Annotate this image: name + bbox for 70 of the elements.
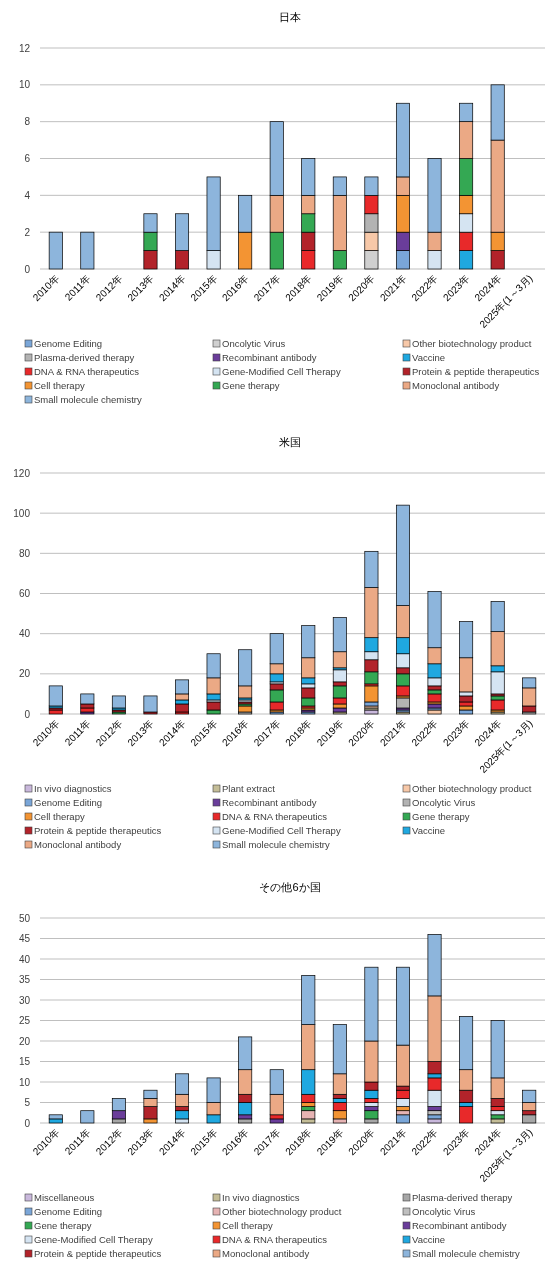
y-tick-label: 2 bbox=[24, 226, 31, 238]
y-tick-label: 0 bbox=[24, 1117, 31, 1129]
legend-label: Other biotechnology product bbox=[222, 1206, 342, 1217]
legend-label: Vaccine bbox=[412, 1234, 446, 1245]
legend-label: Vaccine bbox=[412, 352, 446, 363]
legend-label: DNA & RNA therapeutics bbox=[222, 1234, 328, 1245]
y-tick-label: 80 bbox=[18, 547, 31, 559]
legend-label: Cell therapy bbox=[34, 811, 85, 822]
legend-label: Protein & peptide therapeutics bbox=[412, 366, 540, 377]
legend-label: Genome Editing bbox=[34, 338, 103, 349]
legend-label: DNA & RNA therapeutics bbox=[34, 366, 140, 377]
y-tick-label: 20 bbox=[18, 668, 31, 680]
legend-label: Monoclonal antibody bbox=[222, 1248, 310, 1259]
y-tick-label: 10 bbox=[18, 79, 31, 91]
legend-label: Gene-Modified Cell Therapy bbox=[222, 366, 341, 377]
chart-title: 日本 bbox=[279, 11, 301, 23]
legend-label: Small molecule chemistry bbox=[34, 394, 142, 405]
y-tick-label: 35 bbox=[18, 974, 31, 985]
legend-label: Plasma-derived therapy bbox=[34, 352, 135, 363]
legend-label: DNA & RNA therapeutics bbox=[222, 811, 328, 822]
y-tick-label: 50 bbox=[18, 912, 31, 924]
chart-title: その他6か国 bbox=[259, 881, 321, 893]
legend-label: Miscellaneous bbox=[34, 1192, 95, 1203]
legend-label: Gene therapy bbox=[222, 380, 280, 391]
legend-label: Gene therapy bbox=[412, 811, 470, 822]
y-tick-label: 10 bbox=[18, 1076, 31, 1088]
y-tick-label: 15 bbox=[18, 1056, 31, 1067]
legend-label: In vivo diagnostics bbox=[222, 1192, 300, 1203]
legend-label: Gene therapy bbox=[34, 1220, 92, 1231]
y-tick-label: 40 bbox=[18, 628, 31, 640]
legend-label: In vivo diagnostics bbox=[34, 783, 112, 794]
legend-label: Plant extract bbox=[222, 783, 276, 794]
legend-label: Recombinant antibody bbox=[222, 352, 317, 363]
legend-label: Recombinant antibody bbox=[222, 797, 317, 808]
legend-label: Oncolytic Virus bbox=[412, 1206, 476, 1217]
y-tick-label: 12 bbox=[18, 42, 31, 54]
y-tick-label: 8 bbox=[24, 116, 31, 128]
legend-label: Recombinant antibody bbox=[412, 1220, 507, 1231]
legend-label: Plasma-derived therapy bbox=[412, 1192, 513, 1203]
legend-label: Gene-Modified Cell Therapy bbox=[34, 1234, 153, 1245]
y-tick-label: 40 bbox=[18, 953, 31, 965]
legend-label: Monoclonal antibody bbox=[34, 839, 122, 850]
legend-label: Protein & peptide therapeutics bbox=[34, 825, 162, 836]
y-tick-label: 6 bbox=[24, 153, 31, 164]
legend-label: Cell therapy bbox=[222, 1220, 273, 1231]
y-tick-label: 0 bbox=[24, 708, 31, 720]
legend-label: Genome Editing bbox=[34, 797, 103, 808]
legend-label: Gene-Modified Cell Therapy bbox=[222, 825, 341, 836]
chart-title: 米国 bbox=[279, 436, 301, 448]
legend-label: Genome Editing bbox=[34, 1206, 103, 1217]
y-tick-label: 5 bbox=[24, 1097, 31, 1108]
legend-label: Monoclonal antibody bbox=[412, 380, 500, 391]
legend-label: Oncolytic Virus bbox=[222, 338, 286, 349]
legend-label: Vaccine bbox=[412, 825, 446, 836]
y-tick-label: 45 bbox=[18, 933, 31, 944]
y-tick-label: 4 bbox=[24, 189, 31, 201]
legend-label: Small molecule chemistry bbox=[222, 839, 330, 850]
y-tick-label: 60 bbox=[18, 588, 31, 599]
y-tick-label: 0 bbox=[24, 263, 31, 275]
legend-label: Cell therapy bbox=[34, 380, 85, 391]
y-tick-label: 25 bbox=[18, 1015, 31, 1026]
legend-label: Oncolytic Virus bbox=[412, 797, 476, 808]
legend-label: Protein & peptide therapeutics bbox=[34, 1248, 162, 1259]
legend-label: Small molecule chemistry bbox=[412, 1248, 520, 1259]
y-tick-label: 120 bbox=[13, 467, 31, 479]
legend-label: Other biotechnology product bbox=[412, 338, 532, 349]
y-tick-label: 100 bbox=[13, 507, 31, 519]
legend-label: Other biotechnology product bbox=[412, 783, 532, 794]
y-tick-label: 20 bbox=[18, 1035, 31, 1047]
y-tick-label: 30 bbox=[18, 994, 31, 1006]
